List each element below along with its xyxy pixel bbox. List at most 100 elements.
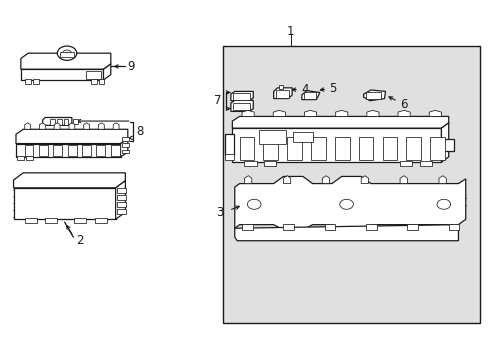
Polygon shape	[301, 91, 319, 100]
Circle shape	[247, 199, 261, 209]
Text: 2: 2	[76, 234, 83, 247]
Polygon shape	[366, 111, 378, 116]
Text: 6: 6	[399, 98, 407, 111]
Text: 5: 5	[328, 82, 336, 95]
Bar	[82, 145, 91, 156]
Polygon shape	[397, 111, 409, 116]
Bar	[287, 137, 301, 160]
Polygon shape	[116, 181, 125, 219]
Bar	[303, 93, 315, 99]
Bar	[25, 218, 37, 223]
Bar	[25, 145, 33, 156]
Bar	[25, 79, 30, 84]
Bar	[96, 145, 105, 156]
Bar	[74, 218, 86, 223]
Bar	[224, 154, 233, 160]
Text: 1: 1	[286, 25, 294, 38]
Polygon shape	[25, 123, 30, 129]
Bar	[310, 137, 325, 160]
Polygon shape	[42, 117, 72, 125]
Polygon shape	[234, 225, 458, 241]
Polygon shape	[438, 176, 446, 184]
Bar	[259, 130, 285, 144]
Bar	[366, 224, 376, 230]
Bar	[292, 132, 312, 143]
Polygon shape	[40, 123, 45, 129]
Bar	[382, 137, 396, 160]
Polygon shape	[273, 88, 291, 99]
Bar	[18, 156, 24, 160]
Bar	[117, 195, 125, 200]
Bar	[111, 145, 119, 156]
Bar	[45, 218, 57, 223]
Polygon shape	[21, 53, 111, 69]
Bar	[122, 150, 129, 153]
Bar	[26, 156, 32, 160]
Polygon shape	[230, 91, 253, 101]
Polygon shape	[335, 111, 347, 116]
Text: 3: 3	[216, 206, 223, 219]
Bar	[117, 209, 125, 214]
Bar	[264, 161, 276, 166]
Bar	[242, 224, 252, 230]
Bar	[366, 93, 380, 99]
Polygon shape	[120, 139, 127, 157]
Polygon shape	[103, 64, 111, 80]
Polygon shape	[441, 123, 448, 162]
Bar	[448, 224, 458, 230]
Bar	[117, 188, 125, 193]
Bar	[232, 103, 250, 111]
Bar	[263, 137, 278, 160]
Polygon shape	[399, 176, 407, 184]
Circle shape	[436, 199, 450, 209]
Bar	[50, 119, 55, 125]
Polygon shape	[69, 123, 75, 129]
Polygon shape	[21, 69, 103, 80]
Polygon shape	[428, 111, 441, 116]
Polygon shape	[283, 176, 290, 184]
Bar	[117, 202, 125, 207]
Polygon shape	[242, 111, 254, 116]
Bar	[406, 137, 420, 160]
Bar	[419, 161, 431, 166]
Bar	[224, 134, 233, 155]
Bar	[275, 90, 288, 98]
Polygon shape	[304, 111, 316, 116]
Bar	[407, 224, 417, 230]
Bar	[278, 85, 283, 89]
Bar	[239, 137, 254, 160]
Bar	[86, 71, 101, 79]
Bar	[68, 145, 76, 156]
Bar	[324, 224, 335, 230]
Polygon shape	[361, 176, 368, 184]
Text: 4: 4	[301, 83, 308, 96]
Circle shape	[62, 50, 71, 57]
Bar	[399, 161, 411, 166]
Bar	[57, 119, 62, 125]
Bar	[39, 145, 48, 156]
Polygon shape	[54, 123, 60, 129]
Bar	[63, 119, 68, 125]
Bar	[358, 137, 372, 160]
Bar	[95, 218, 107, 223]
Circle shape	[65, 52, 68, 54]
Circle shape	[339, 199, 353, 209]
Bar	[334, 137, 349, 160]
Polygon shape	[322, 176, 329, 184]
Bar	[91, 79, 97, 84]
Polygon shape	[16, 129, 127, 144]
Bar	[283, 224, 293, 230]
Bar	[122, 137, 129, 141]
Circle shape	[57, 46, 77, 60]
Polygon shape	[234, 176, 465, 230]
Polygon shape	[16, 144, 120, 157]
Polygon shape	[98, 123, 104, 129]
Polygon shape	[83, 123, 89, 129]
Bar	[244, 161, 256, 166]
Polygon shape	[230, 100, 253, 111]
Polygon shape	[363, 90, 385, 101]
Text: 8: 8	[136, 125, 143, 138]
Text: 9: 9	[126, 60, 134, 73]
Bar	[232, 93, 250, 100]
Bar	[429, 137, 444, 160]
